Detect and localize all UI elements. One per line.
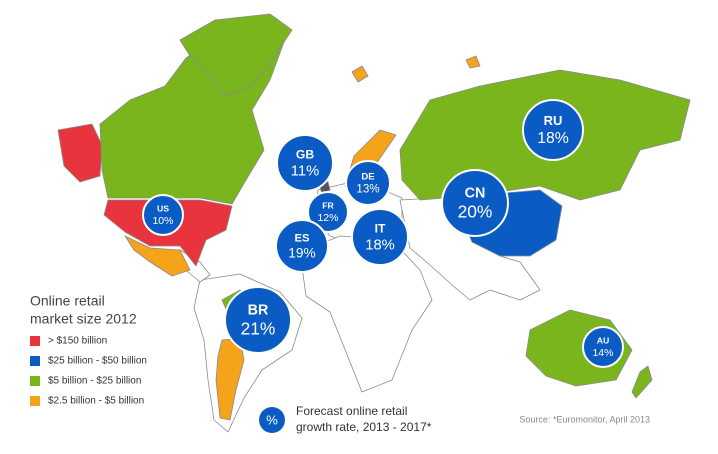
bubble-code: DE [361,171,374,182]
legend-label: $25 billion - $50 billion [48,356,147,367]
bubble-code: US [157,204,169,214]
bubble-value: 18% [365,237,395,253]
bubble [276,134,334,192]
bubble [224,286,292,354]
bubble-value: 12% [317,212,338,224]
bubble [351,208,409,266]
key-symbol: % [266,412,278,427]
legend-swatch [30,396,40,406]
bubble [142,194,184,236]
legend-swatch [30,336,40,346]
source: Source: *Euromonitor, April 2013 [519,414,650,424]
bubble-code: CN [465,186,486,202]
bubble [275,219,329,273]
bubble-code: AU [597,336,610,346]
region [631,365,653,399]
bubble-value: 10% [152,215,173,227]
bubble-code: FR [322,201,334,211]
key-text: Forecast online retail [296,404,407,418]
bubble-code: BR [248,303,269,319]
legend-label: > $150 billion [48,336,107,347]
region [465,55,481,69]
region [124,235,191,277]
bubble-value: 11% [291,163,319,179]
region [179,13,293,97]
bubble-value: 19% [288,245,315,260]
bubble-value: 14% [592,347,613,359]
bubble-value: 20% [458,201,493,221]
bubble [441,169,509,237]
bubble-code: RU [544,113,563,128]
legend-label: $5 billion - $25 billion [48,376,141,387]
legend: Online retail market size 2012 > $150 bi… [30,293,147,407]
bubble-value: 21% [241,318,276,338]
bubble-value: 18% [537,130,569,147]
key-text: growth rate, 2013 - 2017* [296,420,432,434]
legend-title: Online retail [30,293,105,309]
bubble [307,191,349,233]
bubble [345,160,391,206]
key: % Forecast online retail growth rate, 20… [259,404,432,434]
legend-swatch [30,356,40,366]
key-bubble [259,407,285,433]
bubble-code: ES [294,233,310,245]
bubble-code: GB [296,147,314,161]
bubble-value: 13% [356,184,379,196]
region [57,123,103,183]
bubble [522,99,584,161]
legend-label: $2.5 billion - $5 billion [48,396,144,407]
region [351,65,369,83]
bubble [582,326,624,368]
bubble-code: IT [375,221,386,235]
legend-title: market size 2012 [30,311,137,327]
legend-swatch [30,376,40,386]
